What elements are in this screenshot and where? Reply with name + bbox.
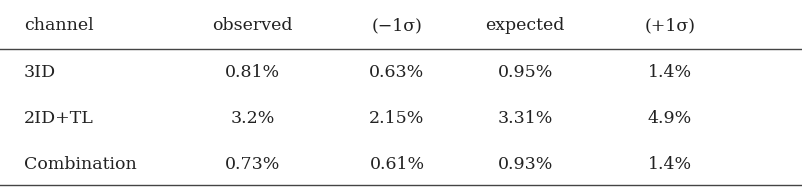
Text: 3.2%: 3.2% xyxy=(230,110,275,127)
Text: 2ID+TL: 2ID+TL xyxy=(24,110,94,127)
Text: channel: channel xyxy=(24,17,94,34)
Text: 1.4%: 1.4% xyxy=(647,156,692,173)
Text: 3ID: 3ID xyxy=(24,64,56,81)
Text: 1.4%: 1.4% xyxy=(647,64,692,81)
Text: 4.9%: 4.9% xyxy=(647,110,692,127)
Text: 0.61%: 0.61% xyxy=(370,156,424,173)
Text: expected: expected xyxy=(486,17,565,34)
Text: 2.15%: 2.15% xyxy=(369,110,425,127)
Text: 0.93%: 0.93% xyxy=(497,156,553,173)
Text: 0.95%: 0.95% xyxy=(497,64,553,81)
Text: 0.81%: 0.81% xyxy=(225,64,280,81)
Text: observed: observed xyxy=(213,17,293,34)
Text: Combination: Combination xyxy=(24,156,137,173)
Text: (+1σ): (+1σ) xyxy=(644,17,695,34)
Text: 0.73%: 0.73% xyxy=(225,156,281,173)
Text: 0.63%: 0.63% xyxy=(370,64,424,81)
Text: 3.31%: 3.31% xyxy=(497,110,553,127)
Text: (−1σ): (−1σ) xyxy=(371,17,423,34)
